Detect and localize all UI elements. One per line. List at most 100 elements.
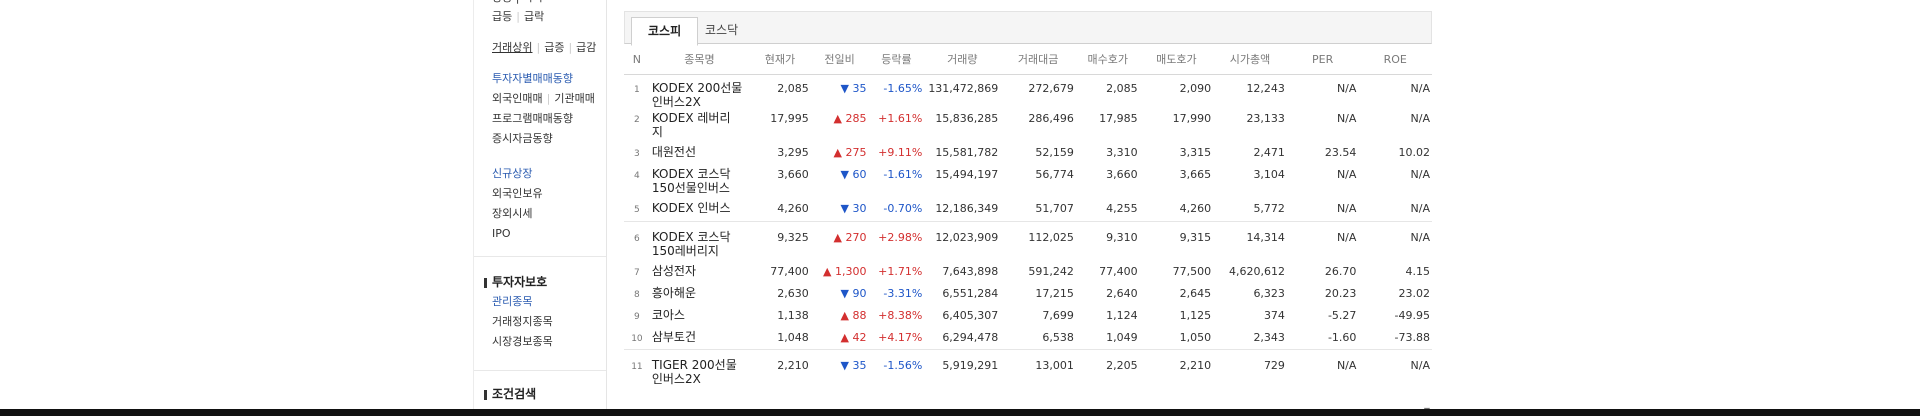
bid-cell: 17,985 [1099, 112, 1138, 125]
table-row[interactable]: 9 코아스 1,138 ▲ 88 +8.38% 6,405,307 7,699 1,124 1,… [624, 306, 1432, 328]
link-volume-plunge[interactable]: 급감 [576, 41, 597, 54]
roe-cell: N/A [1410, 168, 1430, 181]
table-row[interactable]: 8 흥아해운 2,630 ▼ 90 -3.31% 6,551,284 17,215 2,640… [624, 284, 1432, 306]
col-roe: ROE [1358, 44, 1432, 75]
stock-name-line1[interactable]: KODEX 레버리 [651, 111, 731, 125]
table-row[interactable]: 7 삼성전자 77,400 ▲ 1,300 +1.71% 7,643,898 591,242… [624, 262, 1432, 284]
rate-cell: -1.56% [883, 359, 923, 372]
link-investor-trend[interactable]: 투자자별매매동향 [492, 72, 573, 85]
rate-cell: +9.11% [878, 146, 923, 159]
link-otc[interactable]: 장외시세 [492, 207, 533, 220]
bid-cell: 2,640 [1106, 286, 1138, 300]
stock-name-line2[interactable]: 지 [651, 125, 663, 139]
stock-name-link[interactable]: KODEX 인버스 [650, 199, 749, 221]
link-condition-search[interactable]: 조건검색 [492, 387, 537, 401]
stock-name-line1[interactable]: 삼성전자 [651, 263, 697, 278]
volume-cell: 15,836,285 [935, 112, 999, 125]
bid-cell: 2,205 [1106, 359, 1138, 372]
stock-name-line1[interactable]: 흥아해운 [651, 285, 697, 300]
tab-kosdaq[interactable]: 코스닥 [705, 23, 739, 37]
change-cell: ▼ 90 [840, 286, 867, 300]
mcap-cell: 374 [1263, 308, 1285, 322]
col-ask: 매도호가 [1139, 44, 1214, 75]
col-per: PER [1286, 44, 1359, 75]
link-foreign-trade[interactable]: 외국인매매 [492, 92, 543, 105]
stock-name-line1[interactable]: TIGER 200선물 [651, 358, 737, 372]
link-new-listing[interactable]: 신규상장 [492, 167, 533, 180]
tab-kospi[interactable]: 코스피 [631, 17, 699, 46]
link-volume-surge[interactable]: 급증 [544, 41, 565, 54]
sidebar-partial-top[interactable]: 상승 | 하락 [492, 0, 543, 8]
per-cell: 26.70 [1324, 264, 1357, 278]
link-warning[interactable]: 시장경보종목 [492, 335, 553, 348]
link-surge[interactable]: 급등 [492, 10, 513, 23]
table-row[interactable]: 3 대원전선 3,295 ▲ 275 +9.11% 15,581,782 52,159 3,3… [624, 143, 1432, 165]
stock-name-link[interactable]: 삼부토건 [650, 328, 749, 350]
link-plunge[interactable]: 급락 [523, 10, 545, 23]
table-row[interactable]: 11 TIGER 200선물 인버스2X 2,210 ▼ 35 -1.56% 5,919,2… [624, 356, 1432, 390]
table-row[interactable]: 6 KODEX 코스닥 150레버리지 9,325 ▲ 270 +2.98% 12,023,… [624, 228, 1432, 262]
table-row[interactable]: 1 KODEX 200선물 인버스2X 2,085 ▼ 35 -1.65% 131,472,… [624, 75, 1432, 109]
stock-name-line1[interactable]: KODEX 코스닥 [651, 167, 731, 181]
link-ipo[interactable]: IPO [492, 227, 511, 240]
mcap-cell: 6,323 [1253, 286, 1285, 300]
link-foreign-hold[interactable]: 외국인보유 [492, 187, 543, 200]
row-number: 2 [634, 115, 640, 125]
stock-name-line2[interactable]: 인버스2X [651, 372, 701, 386]
link-managed[interactable]: 관리종목 [492, 295, 533, 308]
roe-cell: N/A [1410, 230, 1430, 244]
rate-cell: -1.61% [883, 168, 923, 181]
bid-cell: 9,310 [1106, 230, 1138, 244]
row-number: 6 [634, 233, 640, 244]
stock-name-line2[interactable]: 인버스2X [651, 95, 701, 109]
amount-cell: 286,496 [1028, 112, 1074, 125]
table-row[interactable]: 5 KODEX 인버스 4,260 ▼ 30 -0.70% 12,186,349 51,70… [624, 199, 1432, 221]
stock-name-line1[interactable]: KODEX 인버스 [651, 201, 731, 215]
row-number: 9 [634, 311, 640, 322]
stock-name-link[interactable]: KODEX 200선물 인버스2X [650, 75, 749, 109]
amount-cell: 112,025 [1028, 230, 1074, 244]
ask-cell: 2,645 [1179, 286, 1212, 300]
link-inst-trade[interactable]: 기관매매 [554, 92, 595, 105]
sidebar-protect-group: 투자자보호 관리종목 거래정지종목 시장경보종목 [492, 272, 553, 352]
change-cell: ▲ 42 [840, 330, 867, 344]
price-cell: 3,660 [777, 168, 809, 181]
stock-name-link[interactable]: TIGER 200선물 인버스2X [650, 356, 749, 390]
link-volume-top[interactable]: 거래상위 [492, 41, 533, 54]
sidebar-divider [474, 256, 606, 257]
divider-cell [624, 349, 1432, 356]
amount-cell: 51,707 [1035, 202, 1074, 215]
price-cell: 1,138 [777, 308, 809, 322]
ask-cell: 3,665 [1179, 168, 1212, 181]
stock-name-line1[interactable]: 대원전선 [651, 145, 697, 159]
table-row[interactable]: 2 KODEX 레버리 지 17,995 ▲ 285 +1.61% 15,836,285 28… [624, 109, 1432, 143]
stock-name-link[interactable]: KODEX 코스닥 150레버리지 [650, 228, 749, 262]
link-fund-trend[interactable]: 증시자금동향 [492, 132, 553, 145]
stock-name-line2[interactable]: 150레버리지 [651, 243, 719, 258]
stock-name-link[interactable]: 대원전선 [650, 143, 749, 165]
link-halted[interactable]: 거래정지종목 [492, 315, 553, 328]
stock-name-line1[interactable]: KODEX 200선물 [651, 81, 743, 95]
stock-name-link[interactable]: 흥아해운 [650, 284, 749, 306]
row-number: 8 [634, 289, 640, 300]
rate-cell: +4.17% [878, 330, 923, 344]
col-price: 현재가 [749, 44, 811, 75]
stock-name-link[interactable]: KODEX 코스닥 150선물인버스 [650, 165, 749, 199]
volume-cell: 131,472,869 [928, 82, 999, 95]
stock-name-link[interactable]: 삼성전자 [650, 262, 749, 284]
sidebar-surge-plunge: 급등 | 급락 [492, 10, 545, 23]
col-amount: 거래대금 [1000, 44, 1076, 75]
stock-name-line1[interactable]: 코아스 [651, 307, 685, 322]
row-number: 10 [631, 333, 643, 344]
link-program-trend[interactable]: 프로그램매매동향 [492, 112, 573, 125]
mcap-cell: 3,104 [1253, 168, 1285, 181]
stock-name-link[interactable]: KODEX 레버리 지 [650, 109, 749, 143]
table-row[interactable]: 4 KODEX 코스닥 150선물인버스 3,660 ▼ 60 -1.61% 15,494,… [624, 165, 1432, 199]
table-row[interactable]: 10 삼부토건 1,048 ▲ 42 +4.17% 6,294,478 6,538 1,049… [624, 328, 1432, 350]
stock-name-link[interactable]: 코아스 [650, 306, 749, 328]
volume-cell: 6,294,478 [942, 330, 999, 344]
stock-name-line1[interactable]: KODEX 코스닥 [651, 229, 731, 244]
amount-cell: 17,215 [1035, 286, 1074, 300]
stock-name-line2[interactable]: 150선물인버스 [651, 181, 730, 195]
stock-name-line1[interactable]: 삼부토건 [651, 329, 697, 344]
